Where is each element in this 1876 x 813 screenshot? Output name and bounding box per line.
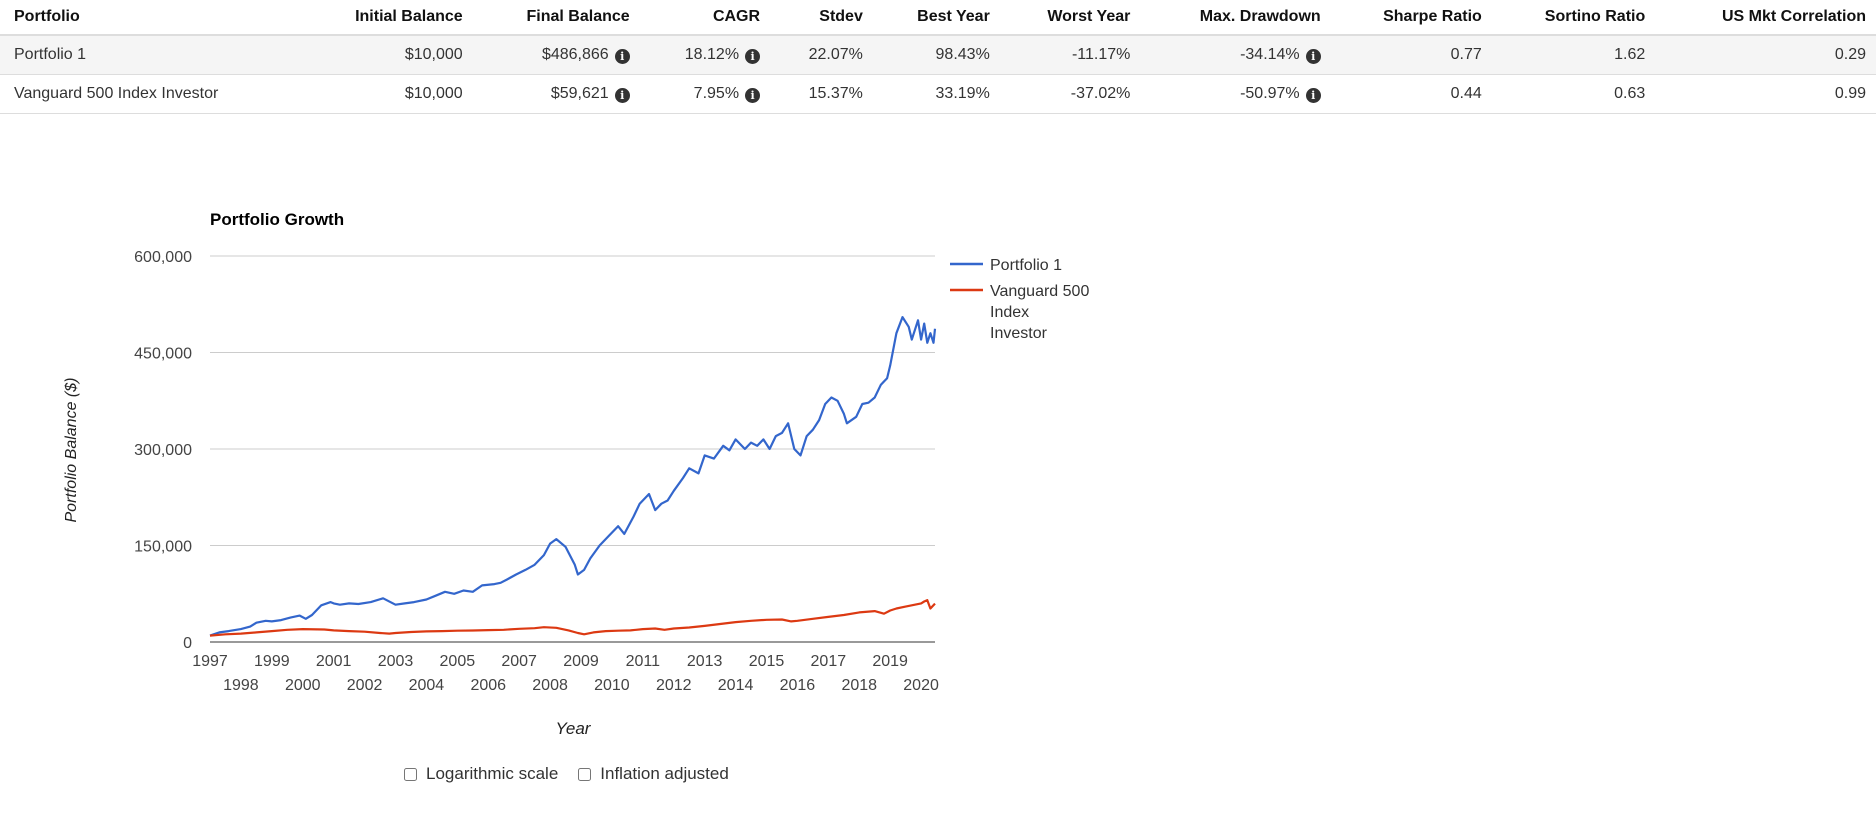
x-tick-label: 2018 <box>841 677 877 694</box>
table-row: Portfolio 1 $10,000 $486,866 i 18.12% i 22… <box>0 35 1876 75</box>
cell-initial-balance: $10,000 <box>299 35 473 75</box>
x-tick-label: 2007 <box>501 653 537 670</box>
series-line <box>209 599 936 637</box>
cell-final-balance: $486,866 <box>541 46 609 63</box>
x-axis-label: Year <box>556 719 592 738</box>
x-tick-label: 2005 <box>440 653 476 670</box>
cell-stdev: 15.37% <box>770 74 873 114</box>
col-header-sortino-ratio: Sortino Ratio <box>1491 0 1656 36</box>
info-circle-icon[interactable]: i <box>1305 49 1321 64</box>
cell-initial-balance: $10,000 <box>299 74 473 114</box>
info-circle-icon[interactable]: i <box>745 88 761 103</box>
x-tick-label: 2008 <box>532 677 568 694</box>
col-header-max-drawdown: Max. Drawdown <box>1140 0 1331 36</box>
cell-max-drawdown-wrap: -34.14% i <box>1140 35 1331 75</box>
cell-max-drawdown: -34.14% <box>1240 46 1300 63</box>
x-tick-label: 2004 <box>409 677 445 694</box>
col-header-portfolio: Portfolio <box>0 0 300 36</box>
x-tick-label: 2000 <box>285 677 321 694</box>
y-axis-label: Portfolio Balance ($) <box>63 378 80 523</box>
chart-title: Portfolio Growth <box>210 210 344 229</box>
cell-max-drawdown: -50.97% <box>1240 85 1300 102</box>
x-tick-label: 2002 <box>347 677 383 694</box>
cell-portfolio: Vanguard 500 Index Investor <box>0 74 300 114</box>
col-header-best-year: Best Year <box>872 0 1000 36</box>
log-scale-label: Logarithmic scale <box>426 764 559 783</box>
cell-cagr-wrap: 18.12% i <box>639 35 771 75</box>
x-tick-labels: 1997 1999 2001 2003 2005 2007 2009 2011 2013 2015… <box>192 653 939 694</box>
x-tick-label: 2017 <box>811 653 847 670</box>
x-tick-label: 2016 <box>780 677 816 694</box>
col-header-us-mkt-correlation: US Mkt Correlation <box>1655 0 1876 36</box>
x-tick-label: 2001 <box>316 653 352 670</box>
col-header-stdev: Stdev <box>770 0 873 36</box>
series-line <box>209 316 937 637</box>
info-circle-icon[interactable]: i <box>745 49 761 64</box>
cell-final-balance-wrap: $59,621 i <box>472 74 640 114</box>
inflation-option[interactable]: Inflation adjusted <box>574 764 729 784</box>
legend-label: Portfolio 1 <box>990 257 1062 274</box>
info-circle-icon[interactable]: i <box>614 49 630 64</box>
x-tick-label: 2009 <box>563 653 599 670</box>
x-tick-label: 1998 <box>223 677 259 694</box>
x-tick-label: 2014 <box>718 677 754 694</box>
cell-sortino: 1.62 <box>1491 35 1656 75</box>
cell-best-year: 98.43% <box>872 35 1000 75</box>
cell-cagr: 7.95% <box>693 85 740 102</box>
chart-options: Logarithmic scale Inflation adjusted <box>400 764 745 784</box>
portfolio-summary-table: Portfolio Initial Balance Final Balance … <box>0 0 1876 114</box>
x-tick-label: 2012 <box>656 677 692 694</box>
x-tick-label: 1999 <box>254 653 290 670</box>
y-tick-label: 600,000 <box>134 249 192 266</box>
cell-cagr: 18.12% <box>684 46 740 63</box>
x-tick-label: 2010 <box>594 677 630 694</box>
info-circle-icon[interactable]: i <box>614 88 630 103</box>
info-circle-icon[interactable]: i <box>1305 88 1321 103</box>
x-tick-label: 2020 <box>903 677 939 694</box>
x-tick-label: 2013 <box>687 653 723 670</box>
log-scale-checkbox[interactable] <box>404 767 417 781</box>
table-row: Vanguard 500 Index Investor $10,000 $59,… <box>0 74 1876 114</box>
inflation-checkbox[interactable] <box>578 767 592 781</box>
cell-final-balance-wrap: $486,866 i <box>472 35 640 75</box>
grid-lines <box>210 255 935 546</box>
x-tick-label: 2019 <box>872 653 908 670</box>
x-tick-label: 1997 <box>192 653 228 670</box>
cell-best-year: 33.19% <box>872 74 1000 114</box>
y-tick-label: 450,000 <box>134 346 192 363</box>
y-tick-label: 300,000 <box>134 442 192 459</box>
cell-stdev: 22.07% <box>770 35 873 75</box>
cell-correlation: 0.99 <box>1655 74 1876 114</box>
x-tick-label: 2006 <box>470 677 506 694</box>
cell-sortino: 0.63 <box>1491 74 1656 114</box>
cell-worst-year: -37.02% <box>999 74 1141 114</box>
col-header-sharpe-ratio: Sharpe Ratio <box>1330 0 1492 36</box>
cell-portfolio: Portfolio 1 <box>0 35 300 75</box>
col-header-worst-year: Worst Year <box>999 0 1141 36</box>
log-scale-option[interactable]: Logarithmic scale <box>400 764 558 784</box>
col-header-initial-balance: Initial Balance <box>299 0 473 36</box>
x-tick-label: 2011 <box>626 653 661 670</box>
cell-max-drawdown-wrap: -50.97% i <box>1140 74 1331 114</box>
series-lines <box>209 316 937 637</box>
cell-cagr-wrap: 7.95% i <box>639 74 771 114</box>
cell-correlation: 0.29 <box>1655 35 1876 75</box>
x-tick-label: 2003 <box>378 653 414 670</box>
table-header-row: Portfolio Initial Balance Final Balance … <box>0 0 1876 36</box>
cell-final-balance: $59,621 <box>550 85 609 102</box>
col-header-cagr: CAGR <box>639 0 771 36</box>
inflation-label: Inflation adjusted <box>600 764 729 783</box>
chart-legend: Portfolio 1 Vanguard 500 Index Investor <box>950 257 1089 342</box>
cell-worst-year: -11.17% <box>999 35 1141 75</box>
cell-sharpe: 0.44 <box>1330 74 1492 114</box>
cell-sharpe: 0.77 <box>1330 35 1492 75</box>
y-tick-label: 150,000 <box>134 539 192 556</box>
y-tick-labels: 0 150,000 300,000 450,000 600,000 <box>134 249 192 652</box>
y-tick-label: 0 <box>183 635 192 652</box>
col-header-final-balance: Final Balance <box>472 0 640 36</box>
x-tick-label: 2015 <box>749 653 785 670</box>
legend-label: Vanguard 500 Index Investor <box>990 283 1089 342</box>
